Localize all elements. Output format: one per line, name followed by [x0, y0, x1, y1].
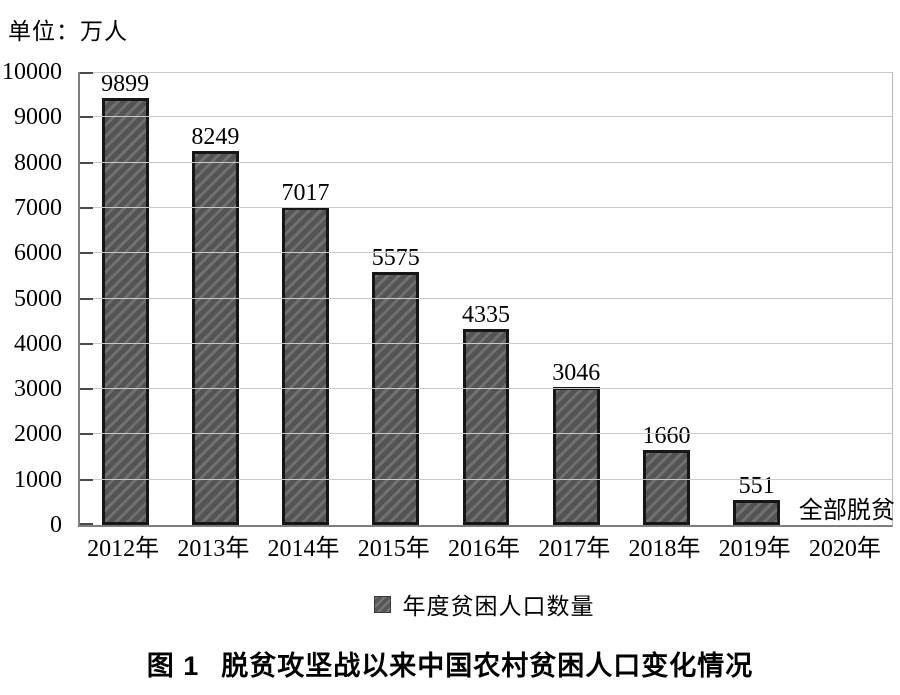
legend-swatch-hatched-square	[373, 595, 391, 613]
bar-column: 全部脱贫	[798, 72, 895, 525]
gridline	[80, 72, 892, 73]
bar-value-label: 3046	[552, 360, 601, 387]
bar-value-label: 551	[738, 473, 775, 500]
gridline	[80, 161, 892, 163]
x-tick-label: 2019年	[718, 536, 791, 562]
y-tick-label: 6000	[14, 240, 62, 267]
bar-column: 9899	[80, 72, 170, 525]
bar	[733, 500, 781, 525]
bar	[372, 272, 420, 525]
y-axis-tick-mark	[80, 297, 93, 300]
bar-columns: 9899 8249 7017 5575 4335 3046 1660 551 全部脱贫	[80, 72, 895, 525]
y-tick-label: 8000	[14, 149, 62, 176]
y-tick-label: 0	[50, 512, 62, 538]
legend-label: 年度贫困人口数量	[402, 594, 595, 619]
bar-column: 5575	[351, 72, 441, 525]
bar-column: 8249	[170, 72, 260, 525]
y-axis-tick-mark	[80, 388, 93, 391]
x-tick-label: 2017年	[538, 536, 611, 562]
gridline	[80, 478, 892, 480]
gridline	[80, 116, 892, 118]
x-tick-label: 2012年	[87, 536, 160, 562]
annotation-label: 全部脱贫	[798, 497, 895, 524]
x-tick-label: 2013年	[177, 536, 250, 562]
bar	[101, 98, 149, 525]
y-axis-tick-mark	[80, 161, 93, 164]
x-tick-label: 2014年	[267, 536, 340, 562]
y-axis-tick-mark	[80, 116, 93, 119]
bar	[282, 207, 329, 525]
gridline	[80, 433, 892, 435]
y-axis-tick-mark	[80, 206, 93, 209]
bar-column: 551	[712, 72, 802, 525]
gridline	[80, 252, 892, 254]
bar	[642, 449, 690, 525]
y-axis-tick-mark	[80, 72, 93, 74]
gridline	[80, 206, 892, 208]
y-tick-label: 1000	[14, 466, 62, 493]
y-axis-tick-mark	[80, 433, 93, 436]
gridline	[80, 297, 892, 299]
bar-column: 7017	[260, 72, 350, 525]
bar-value-label: 9899	[101, 71, 150, 97]
y-tick-label: 4000	[14, 330, 62, 357]
figure-caption: 图 1 脱贫攻坚战以来中国农村贫困人口变化情况	[0, 644, 900, 683]
y-tick-label: 9000	[14, 104, 62, 131]
bar	[191, 151, 239, 525]
y-axis-tick-mark	[80, 342, 93, 345]
legend: 年度贫困人口数量	[78, 587, 890, 621]
y-axis-tick-mark	[80, 478, 93, 481]
bar-value-label: 5575	[371, 245, 420, 272]
y-axis-tick-mark	[80, 252, 93, 255]
gridline	[80, 342, 892, 344]
x-tick-label: 2018年	[628, 536, 701, 562]
x-axis-tick-labels: 2012年 2013年 2014年 2015年 2016年 2017年 2018年 2019年…	[78, 533, 890, 565]
bar	[552, 387, 600, 525]
y-tick-label: 5000	[14, 285, 62, 312]
bar-value-label: 8249	[191, 124, 240, 151]
bar-column: 1660	[621, 72, 711, 525]
bar	[462, 328, 510, 525]
gridline	[80, 388, 892, 390]
bar-value-label: 1660	[642, 422, 691, 449]
bar-value-label: 7017	[281, 180, 330, 207]
bar-value-label: 4335	[461, 301, 510, 328]
bar-column: 3046	[531, 72, 621, 525]
bar-chart-plot-area: 9899 8249 7017 5575 4335 3046 1660 551 全部脱贫	[78, 72, 895, 527]
y-tick-label: 2000	[14, 421, 62, 448]
y-axis-unit-label: 单位：万人	[8, 19, 128, 44]
bar-column: 4335	[441, 72, 531, 525]
y-tick-label: 10000	[2, 59, 62, 85]
y-tick-label: 7000	[14, 194, 62, 221]
x-tick-label: 2015年	[357, 536, 430, 562]
x-tick-label: 2020年	[808, 536, 881, 562]
x-tick-label: 2016年	[447, 536, 520, 562]
y-tick-label: 3000	[14, 376, 62, 403]
figure-number: 图 1	[146, 651, 200, 681]
figure-title: 脱贫攻坚战以来中国农村贫困人口变化情况	[221, 651, 754, 681]
y-axis-tick-mark	[80, 523, 93, 525]
y-axis-tick-labels: 0 1000 2000 3000 4000 5000 6000 7000 8000 9000 100…	[0, 59, 68, 538]
